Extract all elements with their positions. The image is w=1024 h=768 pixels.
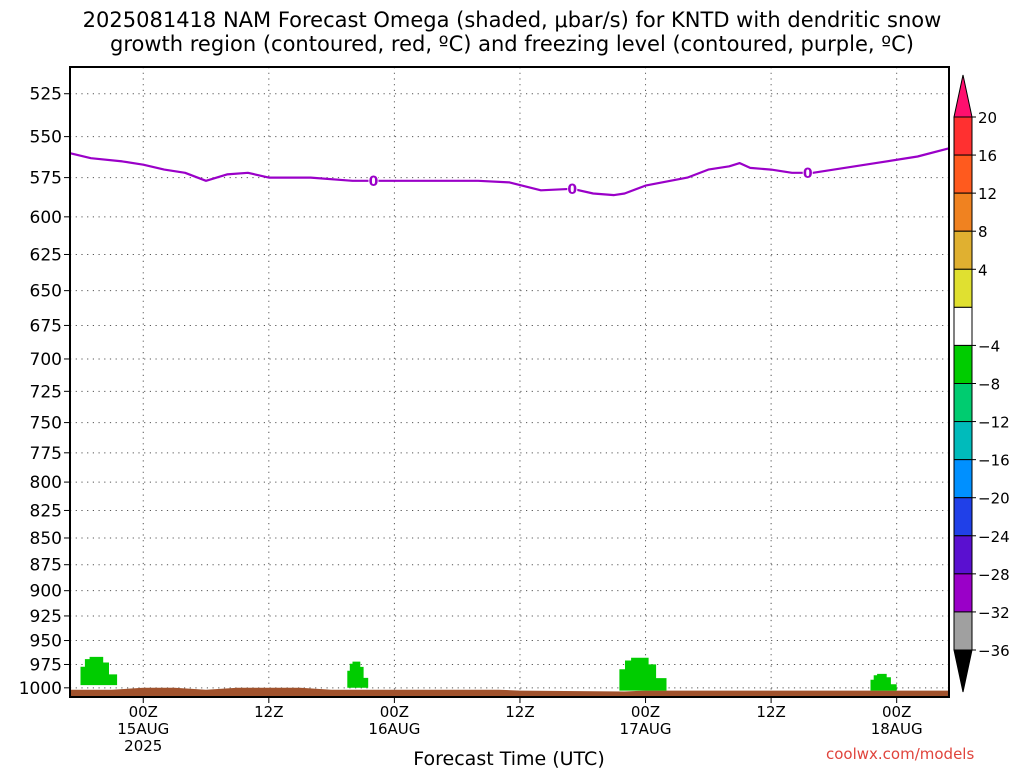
y-tick-label: 850 [30,529,62,549]
terrain-fill [70,687,949,697]
x-tick-label: 12Z [756,703,785,721]
contour-label-bg [567,180,578,196]
colorbar-label: −28 [978,566,1010,584]
x-tick-label: 00Z [882,703,911,721]
y-axis: 525 550 575 600 625 650 675 700 725 750 775 800 825 8… [19,85,70,699]
colorbar-label: −4 [978,337,1000,355]
y-tick-label: 650 [30,282,62,302]
colorbar-bin [953,116,973,156]
plot-frame [69,66,950,698]
contour-label-bg [802,164,813,180]
omega-shaded-regions [80,656,897,691]
colorbar-bin [953,268,973,308]
y-tick-label: 925 [30,607,62,627]
y-tick-label: 575 [30,169,62,189]
colorbar-bin [953,192,973,232]
y-tick-label: 625 [30,245,62,265]
colorbar-label: −32 [978,604,1010,622]
credit-link[interactable]: coolwx.com/models [826,745,975,763]
x-tick-label: 15AUG [117,720,169,738]
colorbar-label: −8 [978,376,1000,394]
colorbar-bin [953,459,973,499]
y-tick-label: 750 [30,414,62,434]
colorbar-bin [953,154,973,194]
x-tick-label: 00Z [631,703,660,721]
colorbar-label: −16 [978,452,1010,470]
y-tick-label: 800 [30,473,62,493]
x-tick-label: 17AUG [620,720,672,738]
x-tick-label: 12Z [254,703,283,721]
freezing-level-line [69,147,950,197]
y-tick-label: 550 [30,128,62,148]
colorbar-bin [953,230,973,270]
colorbar-label: 20 [978,109,997,127]
freezing-level-contour-label: 0 [803,166,813,182]
contour-label-bg [368,172,379,188]
chart-title-line-2: growth region (contoured, red, ºC) and f… [110,32,914,56]
colorbar-bin [953,497,973,537]
colorbar-bin [953,611,973,651]
colorbar-label: −20 [978,490,1010,508]
y-tick-label: 725 [30,382,62,402]
x-tick-label: 16AUG [368,720,420,738]
colorbar-label: 4 [978,261,988,279]
colorbar-bin [953,306,973,346]
colorbar-label: −12 [978,414,1010,432]
omega-region [619,657,667,691]
omega-region [870,673,897,691]
y-tick-label: 1000 [19,679,62,699]
freezing-level-contour-label: 0 [369,174,379,190]
x-tick-label: 12Z [505,703,534,721]
y-tick-label: 875 [30,556,62,576]
omega-region [80,656,118,686]
terrain-layer [70,687,949,697]
colorbar-bin [953,421,973,461]
y-tick-label: 525 [30,85,62,105]
y-tick-label: 900 [30,582,62,602]
freezing-level-contour-label: 0 [567,182,577,198]
colorbar-bin [953,344,973,384]
omega-region [347,661,369,688]
colorbar-bin [953,74,973,118]
colorbar-bin [953,649,973,693]
chart-title: 2025081418 NAM Forecast Omega (shaded, μ… [0,8,1024,56]
x-tick-label: 2025 [124,737,162,755]
y-tick-label: 825 [30,501,62,521]
colorbar-label: −24 [978,528,1010,546]
chart-title-line-1: 2025081418 NAM Forecast Omega (shaded, μ… [82,8,942,32]
x-tick-label: 00Z [129,703,158,721]
colorbar: 20 16 12 8 4 −4 −8 −12 −16 −20 −24 −28 −32 −36 [953,74,1010,693]
x-tick-label: 18AUG [871,720,923,738]
y-tick-label: 700 [30,350,62,370]
freezing-level-contour: 0 0 0 [69,147,950,198]
colorbar-label: 12 [978,185,997,203]
y-tick-label: 775 [30,444,62,464]
colorbar-bin [953,535,973,575]
grid-lines [70,67,949,697]
colorbar-label: −36 [978,642,1010,660]
y-tick-label: 600 [30,208,62,228]
colorbar-bin [953,383,973,423]
x-axis-title: Forecast Time (UTC) [413,748,604,768]
colorbar-bin [953,573,973,613]
y-tick-label: 675 [30,316,62,336]
colorbar-label: 16 [978,147,997,165]
y-tick-label: 975 [30,655,62,675]
colorbar-label: 8 [978,223,988,241]
y-tick-label: 950 [30,632,62,652]
x-tick-label: 00Z [380,703,409,721]
